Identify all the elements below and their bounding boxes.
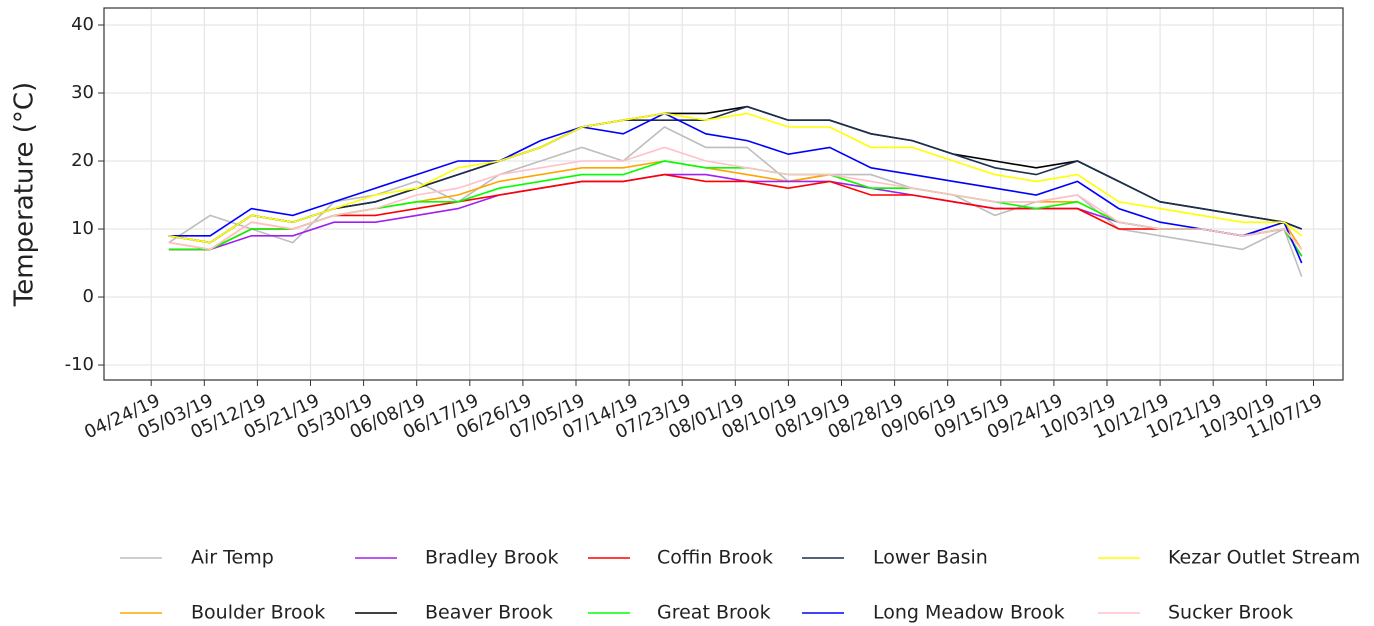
- y-tick-label: 40: [71, 14, 94, 35]
- y-tick-label: 20: [71, 150, 94, 171]
- series-line: [168, 105, 1302, 244]
- y-tick-label: -10: [65, 354, 94, 375]
- legend-label: Long Meadow Brook: [873, 602, 1065, 624]
- legend-label: Lower Basin: [873, 547, 988, 569]
- legend-label: Sucker Brook: [1168, 602, 1293, 624]
- y-tick-label: 30: [71, 82, 94, 103]
- y-axis-label: Temperature (°C): [10, 82, 40, 307]
- series-line: [168, 112, 1303, 264]
- legend-label: Beaver Brook: [425, 602, 553, 624]
- y-tick-label: 0: [83, 286, 94, 307]
- legend-label: Kezar Outlet Stream: [1168, 547, 1360, 569]
- legend-label: Great Brook: [657, 602, 771, 624]
- plot-background: [104, 8, 1343, 380]
- series-line: [168, 173, 1303, 257]
- legend-label: Air Temp: [191, 547, 274, 569]
- legend-label: Boulder Brook: [191, 602, 325, 624]
- plot-border: [103, 7, 1344, 381]
- legend-label: Coffin Brook: [657, 547, 773, 569]
- legend: Air Temp Boulder Brook Bradley Brook Beaver…: [120, 547, 1360, 624]
- legend-label: Bradley Brook: [425, 547, 558, 569]
- y-tick-label: 10: [71, 218, 94, 239]
- series-line: [168, 146, 1303, 251]
- series-line: [168, 126, 1303, 277]
- series-line: [168, 112, 1303, 244]
